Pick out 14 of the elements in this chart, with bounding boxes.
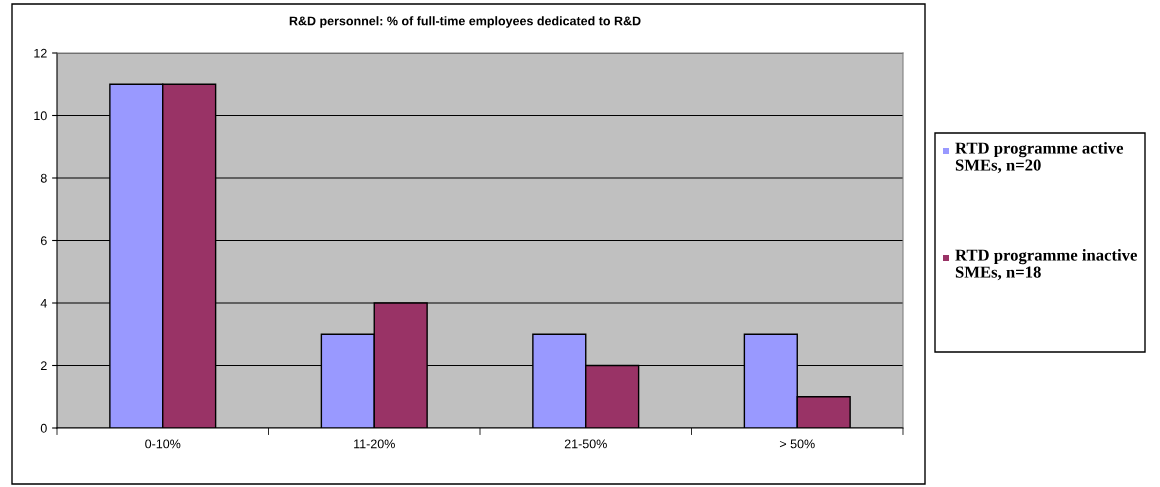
y-tick-label: 10 bbox=[34, 111, 47, 121]
y-tick-label: 8 bbox=[40, 173, 47, 183]
y-tick-label: 12 bbox=[34, 48, 47, 58]
chart-title: R&D personnel: % of full-time employees dedicated to R&D bbox=[289, 16, 641, 28]
y-tick-label: 4 bbox=[40, 298, 47, 308]
y-tick-label: 2 bbox=[40, 361, 47, 371]
legend-label: RTD programme inactive SMEs, n=18 bbox=[955, 249, 1137, 281]
x-tick-label: 21-50% bbox=[564, 439, 607, 449]
legend-label: RTD programme active SMEs, n=20 bbox=[955, 142, 1124, 174]
y-tick-label: 0 bbox=[40, 423, 47, 433]
y-tick-label: 6 bbox=[40, 236, 47, 246]
x-tick-label: > 50% bbox=[779, 439, 815, 449]
x-tick-label: 0-10% bbox=[145, 439, 181, 449]
x-tick-label: 11-20% bbox=[354, 439, 395, 449]
